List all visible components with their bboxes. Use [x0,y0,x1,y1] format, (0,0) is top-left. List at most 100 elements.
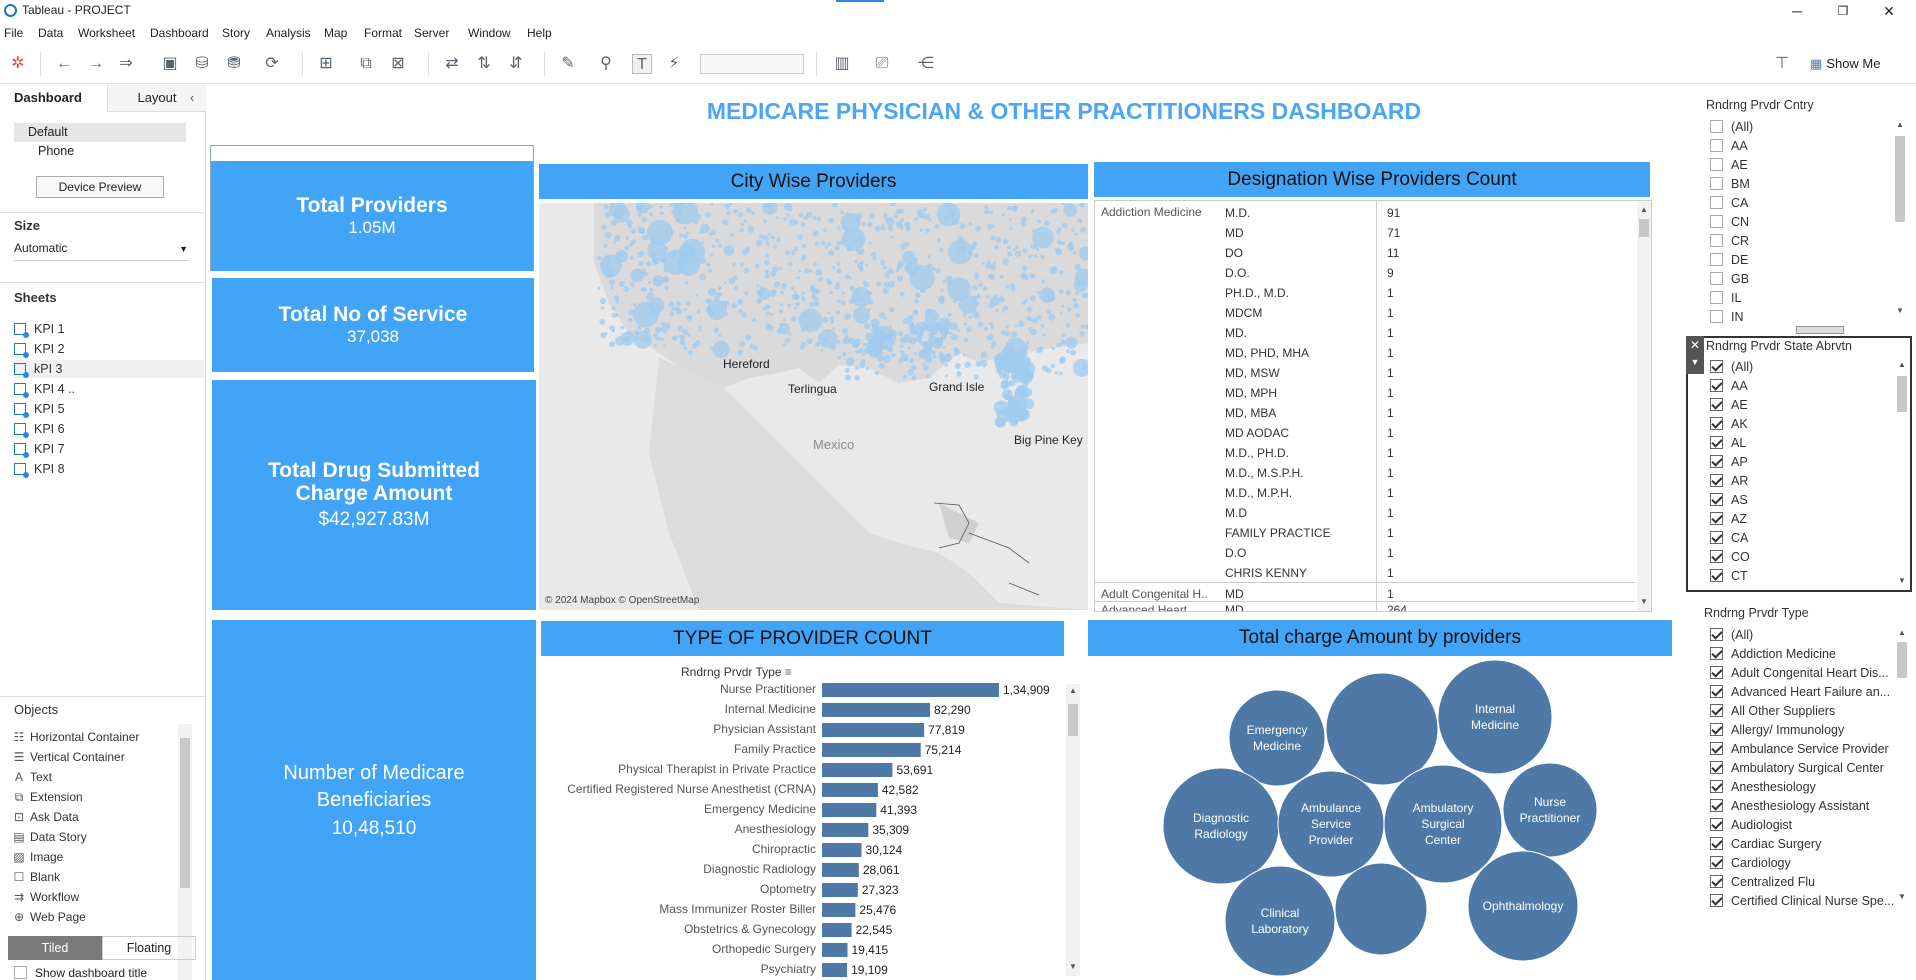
provider-bubble[interactable] [771,266,779,273]
provider-bubble[interactable] [1063,203,1077,218]
provider-bubble[interactable] [984,205,989,210]
provider-bubble[interactable] [822,337,829,343]
provider-bubble[interactable] [684,281,688,285]
provider-bubble[interactable] [699,257,706,265]
provider-bubble[interactable] [793,306,797,310]
tableau-home-icon[interactable]: ✲ [11,55,25,72]
scroll-up-icon[interactable]: ▲ [1069,686,1077,695]
provider-bubble[interactable] [662,344,666,348]
object-item[interactable]: ⊡ Ask Data [12,808,79,826]
provider-bubble[interactable] [1074,264,1081,271]
provider-bubble[interactable] [732,262,736,267]
scroll-up-icon[interactable]: ▲ [1896,120,1904,129]
provider-bubble[interactable] [882,265,887,270]
provider-bubble[interactable] [597,286,601,290]
provider-bubble[interactable] [841,291,846,295]
provider-bubble[interactable] [717,291,722,297]
provider-bubble[interactable] [1004,324,1009,329]
checkbox-icon[interactable] [1710,139,1723,152]
bubble[interactable] [1437,659,1553,775]
provider-bubble[interactable] [642,234,649,241]
provider-bubble[interactable] [629,256,634,261]
show-title-checkbox[interactable]: Show dashboard title [14,966,147,980]
provider-bubble[interactable] [863,343,867,347]
filter-item-country[interactable]: DE [1710,251,1748,270]
provider-bubble[interactable] [870,251,877,258]
provider-bubble[interactable] [814,241,819,246]
provider-bubble[interactable] [699,273,706,281]
provider-bubble[interactable] [963,337,969,343]
provider-bubble[interactable] [1005,351,1011,357]
table-row[interactable]: MD, MBA 1 [1095,403,1651,423]
provider-bubble[interactable] [681,329,689,336]
kpi-total-drug-charge[interactable]: Total Drug Submitted Charge Amount $42,9… [212,380,536,610]
provider-bubble[interactable] [817,216,822,222]
filter-item-type[interactable]: Adult Congenital Heart Dis... [1710,664,1889,683]
provider-bubble[interactable] [878,312,886,319]
provider-bubble[interactable] [828,217,835,224]
checkbox-icon[interactable] [1710,272,1723,285]
provider-bubble[interactable] [1002,238,1009,245]
provider-bubble[interactable] [937,295,945,303]
table-row[interactable]: MD, MSW 1 [1095,363,1651,383]
filter-item-type[interactable]: Allergy/ Immunology [1710,721,1844,740]
checkbox-icon[interactable] [1710,685,1723,698]
provider-bubble[interactable] [662,277,668,283]
provider-bubble[interactable] [764,303,771,310]
provider-bubble[interactable] [1035,247,1039,251]
provider-bubble[interactable] [966,326,972,333]
provider-bubble[interactable] [778,267,782,271]
provider-bubble[interactable] [710,229,717,235]
provider-bubble[interactable] [601,224,607,231]
provider-bubble[interactable] [637,207,644,213]
checkbox-icon[interactable] [1710,666,1723,679]
provider-bubble[interactable] [623,335,631,343]
provider-bubble[interactable] [786,213,790,217]
provider-bubble[interactable] [880,259,886,266]
provider-bubble[interactable] [932,355,937,359]
fit-dropdown[interactable] [700,54,804,74]
provider-bubble[interactable] [988,302,995,309]
provider-bubble[interactable] [604,231,612,239]
provider-bubble[interactable] [636,269,641,274]
provider-bubble[interactable] [860,260,864,265]
provider-bubble[interactable] [985,209,990,215]
provider-bubble[interactable] [648,212,653,216]
provider-bubble[interactable] [998,401,1002,405]
provider-bubble[interactable] [887,268,893,274]
undo-icon[interactable]: ← [56,55,72,72]
provider-bubble[interactable] [788,261,793,267]
provider-bubble[interactable] [612,240,616,244]
provider-bubble[interactable] [672,335,678,341]
provider-bubble[interactable] [613,295,619,301]
provider-bubble[interactable] [925,228,930,234]
provider-bubble[interactable] [990,344,995,349]
provider-bubble[interactable] [711,244,716,249]
checkbox-icon[interactable] [1710,780,1723,793]
provider-bubble[interactable] [836,226,841,231]
object-item[interactable]: ☷ Horizontal Container [12,728,140,746]
sort-asc-icon[interactable]: ⇅ [477,55,491,72]
provider-bubble[interactable] [678,334,683,339]
provider-bubble[interactable] [939,247,944,252]
table-row[interactable]: MD AODAC 1 [1095,423,1651,443]
provider-bubble[interactable] [676,209,683,216]
provider-bubble[interactable] [1056,230,1061,235]
provider-bubble[interactable] [638,227,646,235]
checkbox-icon[interactable] [1710,837,1723,850]
provider-bubble[interactable] [975,301,980,306]
provider-bubble[interactable] [1022,274,1029,281]
checkbox-icon[interactable] [1710,310,1723,323]
provider-bubble[interactable] [973,374,979,380]
provider-bubble[interactable] [778,322,791,335]
provider-bubble[interactable] [865,263,869,267]
provider-bubble[interactable] [693,219,699,225]
provider-type-bar-chart[interactable]: Nurse Practitioner 1,34,909 Internal Medic… [540,680,1070,980]
provider-bubble[interactable] [743,219,747,223]
bar[interactable] [822,723,925,737]
provider-bubble[interactable] [1044,220,1050,227]
bar[interactable] [822,903,856,917]
sheet-item[interactable]: KPI 2 [14,340,65,358]
provider-bubble[interactable] [912,309,919,316]
provider-bubble[interactable] [921,362,926,366]
